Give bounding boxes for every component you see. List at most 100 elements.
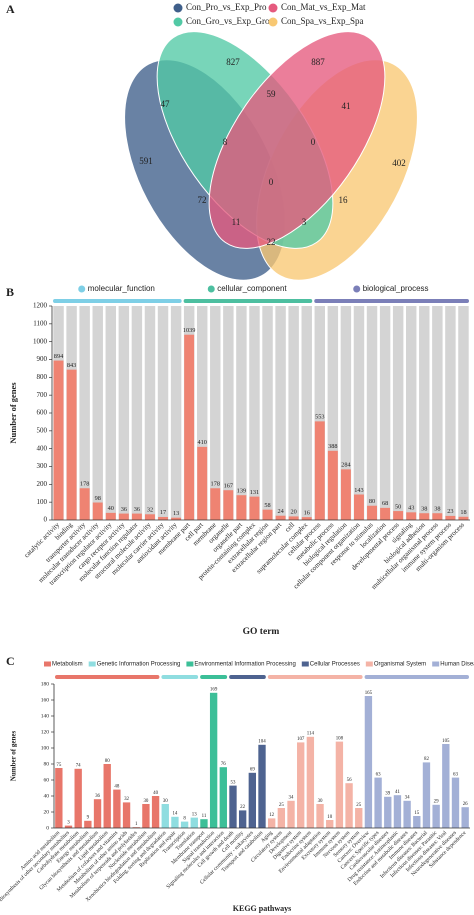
legend-marker	[44, 661, 51, 667]
value-label: 20	[291, 509, 297, 516]
panel-label: C	[6, 654, 15, 668]
bar	[74, 768, 82, 828]
value-label: 80	[105, 759, 110, 764]
value-label: 30	[143, 799, 148, 804]
bar-background	[340, 306, 352, 520]
bar	[190, 817, 198, 828]
bar	[249, 496, 260, 520]
bar	[142, 804, 150, 828]
value-label: 178	[80, 481, 89, 488]
bar	[306, 736, 315, 828]
value-label: 12	[269, 813, 274, 818]
y-tick-label: 20	[44, 809, 50, 815]
value-label: 25	[279, 803, 284, 808]
bar	[445, 515, 456, 520]
value-label: 75	[56, 763, 61, 768]
group-strip	[183, 299, 313, 303]
group-strip	[267, 675, 363, 679]
legend-marker	[301, 661, 309, 667]
value-label: 56	[347, 778, 352, 783]
group-strip	[53, 299, 182, 303]
legend-label: Con_Gro_vs_Exp_Gro	[186, 16, 270, 26]
y-tick-label: 700	[37, 391, 48, 399]
group-strip	[55, 675, 160, 679]
bar	[151, 796, 160, 828]
bar	[158, 516, 168, 520]
legend-label: Cellular Processes	[310, 662, 360, 668]
value-label: 15	[414, 811, 419, 816]
group-strip	[200, 675, 228, 679]
y-tick-label: 180	[41, 681, 50, 687]
y-tick-label: 200	[37, 480, 48, 488]
bar	[393, 511, 404, 520]
y-tick-label: 120	[41, 729, 50, 735]
value-label: 41	[395, 790, 400, 795]
bar	[340, 469, 351, 520]
value-label: 30	[163, 799, 168, 804]
value-label: 25	[356, 803, 361, 808]
bar	[384, 796, 392, 828]
y-tick-label: 80	[44, 761, 50, 767]
bar	[180, 821, 189, 828]
value-label: 107	[297, 737, 305, 742]
value-label: 38	[434, 505, 440, 512]
bar-background	[170, 306, 182, 520]
bar-background	[118, 306, 130, 520]
value-label: 8	[183, 816, 186, 821]
bar	[367, 505, 377, 520]
bar	[55, 768, 63, 828]
legend-label: cellular_component	[217, 284, 287, 293]
panel-label: B	[6, 285, 14, 299]
bar-background	[405, 306, 417, 520]
bar-background	[79, 306, 90, 520]
bar	[210, 488, 221, 520]
bar	[92, 502, 103, 520]
bar-background	[419, 306, 430, 520]
panel-label: A	[6, 2, 15, 16]
y-tick-label: 100	[37, 498, 48, 506]
bar	[335, 741, 344, 828]
bar	[267, 818, 276, 828]
bar	[105, 512, 116, 520]
value-label: 48	[114, 784, 119, 789]
y-tick-label: 900	[37, 355, 48, 363]
value-label: 131	[250, 489, 259, 496]
y-tick-label: 140	[41, 713, 50, 719]
bar	[145, 514, 155, 520]
bar	[258, 744, 266, 828]
value-label: 30	[318, 799, 323, 804]
legend-label: Con_Spa_vs_Exp_Spa	[281, 16, 364, 26]
bar	[297, 742, 305, 828]
bar	[403, 800, 411, 828]
value-label: 13	[173, 510, 179, 517]
legend-marker	[173, 3, 183, 13]
value-label: 22	[240, 805, 245, 810]
y-tick-label: 400	[37, 444, 48, 452]
legend-label: biological_process	[363, 284, 429, 293]
legend-marker	[88, 661, 96, 667]
bar	[219, 767, 227, 828]
bar-background	[366, 306, 378, 520]
value-label: 13	[192, 812, 197, 817]
region-count: 11	[232, 217, 241, 227]
legend-marker	[432, 661, 440, 667]
value-label: 284	[341, 462, 351, 469]
bar-background	[210, 306, 221, 520]
bar	[93, 799, 102, 828]
x-axis-label: KEGG pathways	[233, 904, 291, 913]
y-tick-label: 0	[46, 825, 49, 831]
bar-background	[249, 306, 260, 520]
region-count: 41	[342, 101, 351, 111]
bar	[442, 744, 450, 828]
region-count: 402	[392, 158, 406, 168]
bar	[53, 360, 64, 520]
region-count: 0	[311, 137, 316, 147]
value-label: 36	[134, 506, 140, 513]
value-label: 40	[108, 505, 114, 512]
bar	[422, 762, 431, 828]
bar	[461, 807, 469, 828]
bar	[355, 808, 363, 828]
value-label: 24	[277, 508, 284, 515]
bar	[248, 772, 257, 828]
